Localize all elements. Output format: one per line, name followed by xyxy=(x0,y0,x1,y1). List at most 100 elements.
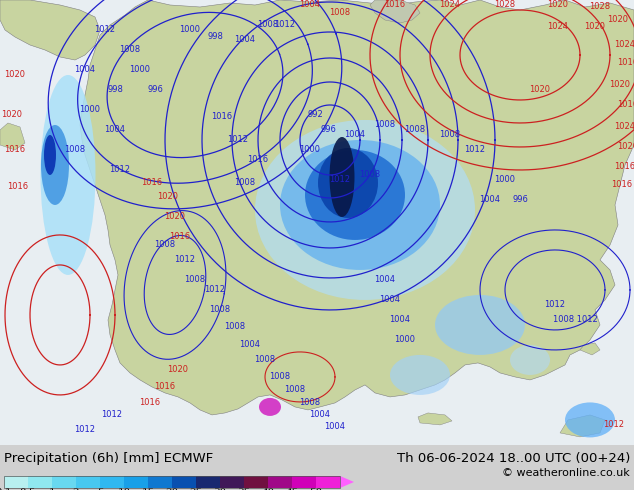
Text: 1020: 1020 xyxy=(607,16,628,24)
Text: 1020: 1020 xyxy=(618,143,634,151)
Text: 1008: 1008 xyxy=(119,46,141,54)
Polygon shape xyxy=(0,123,25,150)
Text: 1008: 1008 xyxy=(257,21,278,29)
Bar xyxy=(220,476,244,488)
Text: 1: 1 xyxy=(49,489,55,490)
Bar xyxy=(100,476,124,488)
Bar xyxy=(316,476,340,488)
Text: 1008: 1008 xyxy=(184,275,205,285)
Text: 1008: 1008 xyxy=(439,130,460,140)
Text: 0.5: 0.5 xyxy=(20,489,36,490)
Text: 996: 996 xyxy=(320,125,336,134)
Text: 1020: 1020 xyxy=(164,213,186,221)
Text: 1020: 1020 xyxy=(529,85,550,95)
Text: 20: 20 xyxy=(165,489,179,490)
Text: 1008: 1008 xyxy=(209,305,231,315)
Text: 1016: 1016 xyxy=(169,232,191,242)
Polygon shape xyxy=(418,413,452,425)
Text: © weatheronline.co.uk: © weatheronline.co.uk xyxy=(502,468,630,478)
Ellipse shape xyxy=(44,135,56,175)
Bar xyxy=(148,476,172,488)
Text: 1004: 1004 xyxy=(299,0,321,9)
Text: 1004: 1004 xyxy=(325,422,346,431)
Text: 1008: 1008 xyxy=(330,8,351,18)
Ellipse shape xyxy=(510,345,550,375)
Ellipse shape xyxy=(280,140,440,270)
Text: 1000: 1000 xyxy=(129,66,150,74)
Text: 1016: 1016 xyxy=(211,113,233,122)
Text: 0.1: 0.1 xyxy=(0,489,12,490)
Text: 1016: 1016 xyxy=(4,146,25,154)
Bar xyxy=(76,476,100,488)
Text: 1012: 1012 xyxy=(75,425,96,435)
Text: 1012: 1012 xyxy=(101,411,122,419)
Text: 1020: 1020 xyxy=(167,366,188,374)
Polygon shape xyxy=(370,0,420,23)
Text: 1008: 1008 xyxy=(359,171,380,179)
Ellipse shape xyxy=(255,120,475,300)
Text: 1012: 1012 xyxy=(465,146,486,154)
Text: 992: 992 xyxy=(307,110,323,120)
Text: 1020: 1020 xyxy=(609,80,630,90)
Text: 996: 996 xyxy=(147,85,163,95)
Ellipse shape xyxy=(305,150,405,240)
Text: 1024: 1024 xyxy=(614,41,634,49)
Text: 50: 50 xyxy=(309,489,323,490)
Text: 1008: 1008 xyxy=(224,322,245,331)
Text: 1000: 1000 xyxy=(79,105,101,115)
Polygon shape xyxy=(0,0,100,60)
Text: 1004: 1004 xyxy=(375,275,396,285)
Text: 1012: 1012 xyxy=(205,286,226,294)
Text: 1016: 1016 xyxy=(155,382,176,392)
Text: 1008: 1008 xyxy=(269,372,290,381)
Text: 998: 998 xyxy=(107,85,123,95)
Polygon shape xyxy=(340,476,354,488)
Text: 1008: 1008 xyxy=(299,398,321,407)
Text: 1004: 1004 xyxy=(240,341,261,349)
Text: 40: 40 xyxy=(261,489,275,490)
Bar xyxy=(4,476,340,488)
Text: Precipitation (6h) [mm] ECMWF: Precipitation (6h) [mm] ECMWF xyxy=(4,452,213,465)
Text: 1012: 1012 xyxy=(110,166,131,174)
Text: 45: 45 xyxy=(285,489,299,490)
Bar xyxy=(28,476,52,488)
Text: 1012: 1012 xyxy=(604,420,624,429)
Text: 996: 996 xyxy=(512,196,528,204)
Bar xyxy=(172,476,196,488)
Text: 1000: 1000 xyxy=(394,336,415,344)
Bar xyxy=(196,476,220,488)
Text: 1004: 1004 xyxy=(344,130,365,140)
Ellipse shape xyxy=(435,295,525,355)
Text: 1024: 1024 xyxy=(614,122,634,131)
Text: 1016: 1016 xyxy=(141,178,162,188)
Text: 1004: 1004 xyxy=(380,295,401,304)
Ellipse shape xyxy=(565,402,615,438)
Text: 1016: 1016 xyxy=(8,182,29,192)
Text: 1004: 1004 xyxy=(389,316,410,324)
Text: 998: 998 xyxy=(207,32,223,42)
Text: 1012: 1012 xyxy=(545,300,566,310)
Text: 1028: 1028 xyxy=(590,2,611,11)
Bar xyxy=(268,476,292,488)
Text: 1012: 1012 xyxy=(275,21,295,29)
Text: 1016: 1016 xyxy=(614,163,634,172)
Text: 1008: 1008 xyxy=(235,178,256,188)
Text: 35: 35 xyxy=(237,489,250,490)
Text: 1008: 1008 xyxy=(404,125,425,134)
Text: 1016: 1016 xyxy=(611,180,633,190)
Ellipse shape xyxy=(41,75,96,275)
Ellipse shape xyxy=(390,355,450,395)
Text: 1024: 1024 xyxy=(439,0,460,9)
Text: 1008: 1008 xyxy=(285,386,306,394)
Text: 1008: 1008 xyxy=(375,121,396,129)
Text: 1008: 1008 xyxy=(254,355,276,365)
Text: 1000: 1000 xyxy=(495,175,515,184)
Bar xyxy=(292,476,316,488)
Polygon shape xyxy=(580,343,600,355)
Text: 1020: 1020 xyxy=(548,0,569,9)
Text: 1020: 1020 xyxy=(157,193,179,201)
Ellipse shape xyxy=(330,137,354,217)
Text: 1016: 1016 xyxy=(618,58,634,68)
Text: 30: 30 xyxy=(214,489,226,490)
Text: 25: 25 xyxy=(190,489,203,490)
